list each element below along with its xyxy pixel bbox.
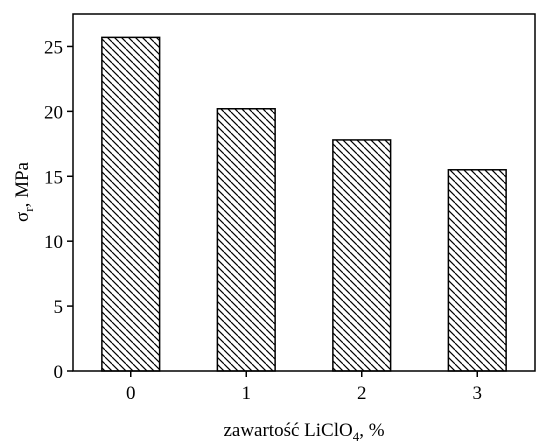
x-axis-title: zawartość LiClO4, % [223,420,384,443]
x-tick-label: 2 [357,383,367,404]
y-tick-label: 20 [44,102,63,123]
x-axis-title-subscript: 4 [353,429,360,443]
y-axis-ticks: 0 5 10 15 20 25 [44,37,73,383]
bar-1 [216,108,276,372]
x-axis-title-suffix: , % [359,420,385,441]
plot-frame [72,13,536,372]
y-axis-title-suffix: , MPa [12,161,33,207]
x-axis-ticks: 0 1 2 3 [126,371,482,404]
x-tick-label: 1 [242,383,252,404]
bar-0 [101,36,161,372]
bar-3 [447,169,507,372]
y-axis-title-subscript: r [21,207,36,212]
x-tick-label: 3 [473,383,483,404]
x-axis-title-main: zawartość LiClO [223,420,352,441]
y-axis-title: σr, MPa [12,161,36,222]
x-tick-label: 0 [126,383,136,404]
y-tick-label: 0 [54,362,64,383]
bars-group [101,36,507,372]
y-tick-label: 5 [54,297,64,318]
y-tick-label: 25 [44,37,63,58]
y-axis-title-main: σ [12,212,33,222]
y-tick-label: 10 [44,232,63,253]
y-tick-label: 15 [44,167,63,188]
bar-2 [332,139,392,372]
